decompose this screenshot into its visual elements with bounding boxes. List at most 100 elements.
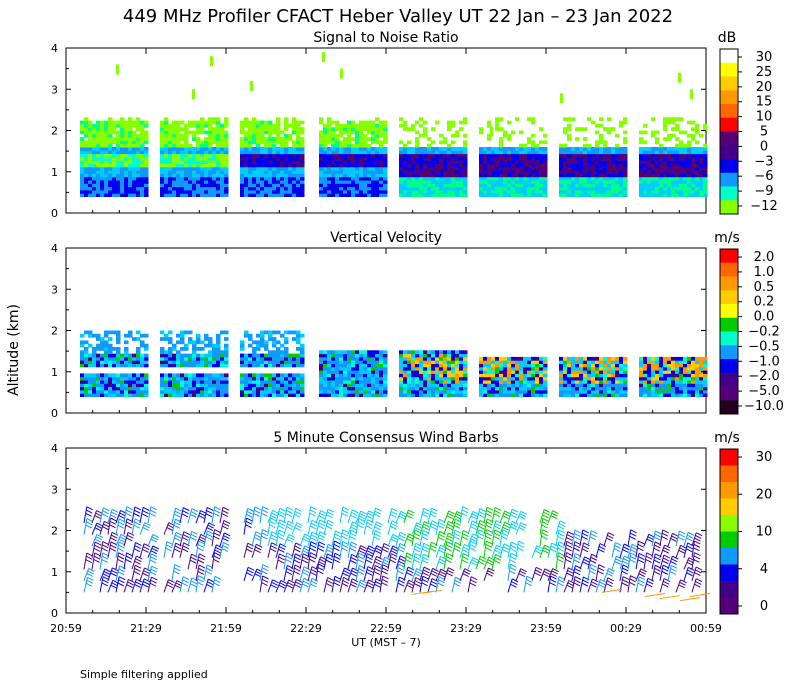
snr-cell — [164, 160, 169, 164]
wind-barb-flag — [125, 558, 132, 563]
velocity-cell — [687, 389, 692, 394]
velocity-cell — [539, 393, 544, 397]
velocity-cell — [319, 356, 324, 361]
velocity-cell — [116, 356, 121, 361]
snr-cell — [104, 127, 109, 131]
snr-cell — [511, 130, 516, 135]
wind-barb-flag — [117, 524, 125, 529]
snr-cell — [623, 160, 628, 164]
velocity-cell — [248, 353, 253, 358]
velocity-cell — [615, 393, 620, 397]
velocity-cell — [587, 383, 592, 388]
velocity-cell — [447, 353, 452, 358]
velocity-cell — [136, 360, 141, 364]
snr-cell — [647, 186, 652, 191]
snr-cell — [88, 153, 93, 158]
snr-cell — [100, 193, 105, 197]
velocity-cell — [575, 393, 580, 397]
wind-barb-flag — [197, 547, 204, 552]
wind-barb-flag — [134, 560, 141, 565]
velocity-cell — [411, 393, 416, 397]
snr-cell — [300, 163, 305, 168]
snr-cell — [459, 153, 464, 158]
snr-cell — [224, 130, 229, 135]
velocity-cell — [543, 376, 548, 381]
snr-cell — [220, 150, 225, 155]
snr-cell — [124, 123, 129, 128]
snr-cell — [611, 160, 616, 164]
snr-cell — [140, 166, 145, 171]
snr-cell — [168, 189, 173, 194]
snr-cell — [335, 166, 340, 171]
velocity-cell — [296, 386, 301, 391]
velocity-cell — [383, 373, 388, 378]
velocity-cell — [216, 347, 221, 351]
snr-cell — [607, 173, 612, 178]
snr-cell — [100, 150, 105, 155]
snr-cell — [599, 140, 604, 145]
snr-cell — [607, 166, 612, 171]
velocity-cell — [495, 356, 500, 361]
wind-barb-flag — [246, 548, 253, 553]
snr-cell — [204, 150, 209, 155]
snr-cell — [439, 193, 444, 197]
snr-cell — [196, 153, 201, 158]
velocity-cell — [439, 356, 444, 361]
velocity-cell — [415, 373, 420, 378]
snr-cell — [80, 156, 85, 161]
snr-cell — [687, 156, 692, 161]
snr-cell — [599, 163, 604, 168]
velocity-cell — [487, 380, 492, 384]
snr-cell — [144, 193, 149, 197]
velocity-cell — [623, 393, 628, 397]
snr-cell — [220, 183, 225, 188]
velocity-cell — [583, 386, 588, 391]
snr-cell — [587, 166, 592, 171]
velocity-cell — [559, 356, 564, 361]
velocity-cell — [435, 373, 440, 378]
velocity-cell — [144, 333, 149, 338]
snr-cell — [319, 189, 324, 194]
snr-cell — [292, 140, 297, 145]
snr-cell — [607, 180, 612, 184]
velocity-cell — [144, 347, 149, 351]
snr-cell — [208, 130, 213, 135]
velocity-cell — [132, 383, 137, 388]
snr-cell — [375, 186, 380, 191]
snr-cell — [699, 183, 704, 188]
velocity-cell — [268, 380, 273, 384]
velocity-cell — [284, 380, 289, 384]
velocity-cell — [176, 353, 181, 358]
snr-cell — [208, 163, 213, 168]
velocity-cell — [168, 373, 173, 378]
snr-cell — [655, 189, 660, 194]
velocity-cell — [499, 366, 504, 371]
snr-cell — [224, 163, 229, 168]
wind-barb — [115, 534, 122, 547]
snr-cell — [260, 160, 265, 164]
snr-cell — [463, 186, 468, 191]
wind-barb-flag — [287, 536, 295, 541]
velocity-cell — [503, 383, 508, 388]
snr-cell — [587, 156, 592, 161]
velocity-cell — [120, 380, 125, 384]
wind-barb-flag — [245, 524, 252, 529]
snr-cell — [272, 156, 277, 161]
snr-cell — [619, 176, 624, 181]
velocity-cell — [120, 389, 125, 394]
wind-barb — [147, 545, 154, 558]
snr-cell — [363, 140, 368, 145]
snr-cell — [619, 123, 624, 128]
wind-barb-flag — [165, 547, 172, 552]
snr-cell — [132, 186, 137, 191]
snr-cell — [559, 183, 564, 188]
snr-cell — [623, 150, 628, 155]
snr-cell — [220, 123, 225, 128]
snr-cell — [403, 160, 408, 164]
velocity-cell — [463, 383, 468, 388]
velocity-cell — [296, 389, 301, 394]
snr-cell — [300, 143, 305, 148]
snr-cell — [84, 123, 89, 128]
snr-cell — [419, 170, 424, 174]
velocity-cell — [196, 356, 201, 361]
